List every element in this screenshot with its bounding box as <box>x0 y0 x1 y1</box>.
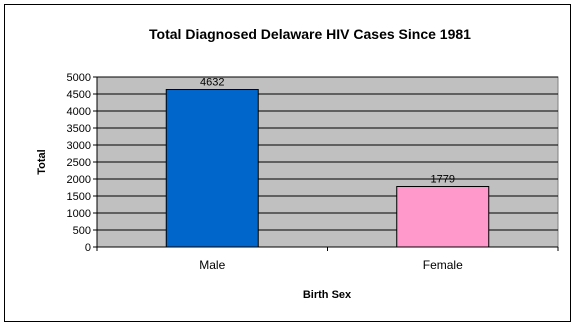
x-axis-ticks: Male Female <box>96 247 559 272</box>
bar-male <box>165 89 259 248</box>
y-tick-label: 3000 <box>67 140 91 152</box>
x-axis-label: Birth Sex <box>303 289 352 301</box>
y-tick-label: 2000 <box>67 174 91 186</box>
y-axis-ticks: 0 500 1000 1500 2000 2500 3000 3500 4000 4500 5000 <box>67 72 97 254</box>
y-tick-label: 0 <box>85 242 91 254</box>
y-tick-label: 4500 <box>67 89 91 101</box>
bar-female <box>396 186 490 248</box>
chart-title: Total Diagnosed Delaware HIV Cases Since… <box>149 26 471 42</box>
data-label: 1779 <box>431 174 455 186</box>
y-tick-label: 1500 <box>67 191 91 203</box>
data-labels: 4632 1779 <box>200 77 455 186</box>
y-axis-label: Total <box>36 149 48 174</box>
y-tick-label: 3500 <box>67 123 91 135</box>
y-tick-label: 2500 <box>67 157 91 169</box>
x-tick-label: Male <box>199 258 225 272</box>
data-label: 4632 <box>200 77 224 89</box>
y-tick-label: 500 <box>73 225 91 237</box>
y-tick-label: 1000 <box>67 208 91 220</box>
chart-frame: Total Diagnosed Delaware HIV Cases Since… <box>4 4 571 322</box>
bars <box>165 89 490 248</box>
y-tick-label: 4000 <box>67 106 91 118</box>
x-tick-label: Female <box>423 258 463 272</box>
y-tick-label: 5000 <box>67 72 91 84</box>
bar-chart: Total Diagnosed Delaware HIV Cases Since… <box>36 26 559 301</box>
